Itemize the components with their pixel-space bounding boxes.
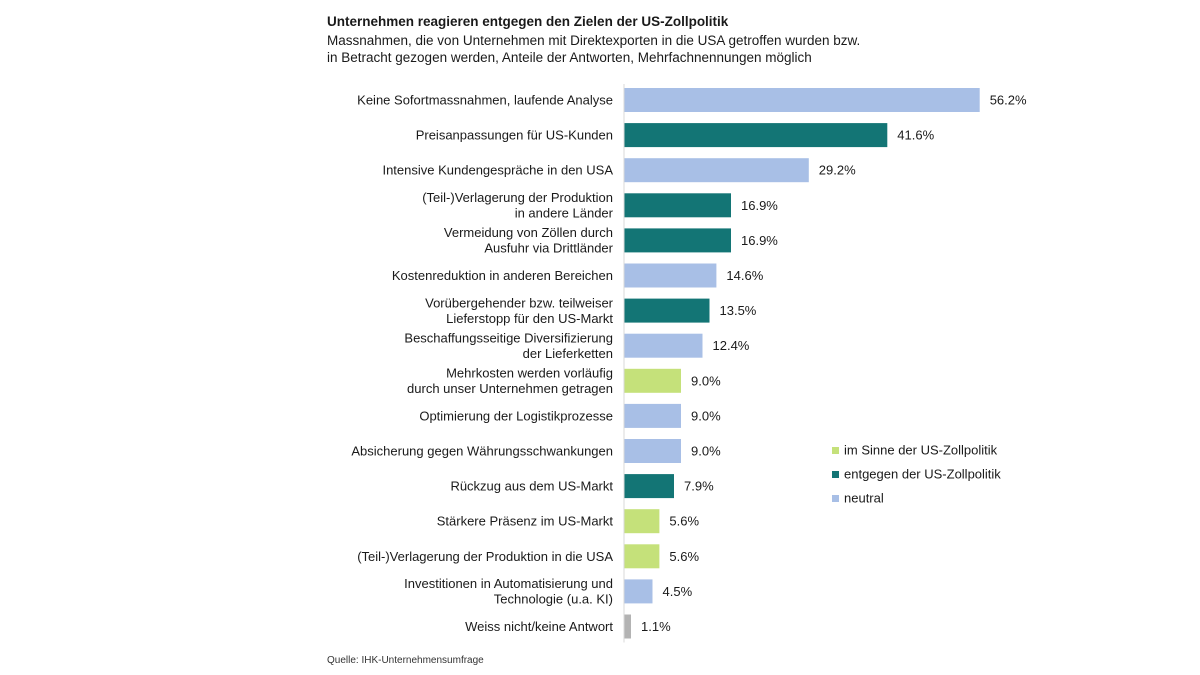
bar-value-label-7: 12.4% [713,338,750,353]
chart-subtitle-line-2: in Betracht gezogen werden, Anteile der … [327,50,812,65]
bar-value-label-8: 9.0% [691,373,721,388]
bar-4 [624,228,731,253]
bar-value-label-5: 14.6% [726,268,763,283]
legend-swatch-entgegen [832,471,839,478]
bar-14 [624,579,653,604]
bar-value-label-14: 4.5% [663,584,693,599]
category-label-2-line-0: Intensive Kundengespräche in den USA [382,163,613,178]
bar-value-label-2: 29.2% [819,163,856,178]
category-label-3-line-0: (Teil-)Verlagerung der Produktion [422,190,613,205]
bar-value-label-15: 1.1% [641,619,671,634]
bar-value-label-1: 41.6% [897,128,934,143]
bar-1 [624,123,888,148]
bar-value-label-9: 9.0% [691,408,721,423]
bar-10 [624,439,681,463]
bar-11 [624,474,674,499]
bar-value-label-6: 13.5% [720,303,757,318]
bar-0 [624,88,980,112]
bar-5 [624,263,717,288]
category-label-4-line-0: Vermeidung von Zöllen durch [444,225,613,240]
category-label-6-line-0: Vorübergehender bzw. teilweiser [425,295,614,310]
category-label-8-line-1: durch unser Unternehmen getragen [407,381,613,396]
category-label-14-line-1: Technologie (u.a. KI) [494,592,613,607]
bar-value-label-0: 56.2% [990,93,1027,108]
bar-value-label-13: 5.6% [669,549,699,564]
category-label-7-line-1: der Lieferketten [523,346,613,361]
bar-3 [624,193,731,218]
chart-subtitle-line-1: Massnahmen, die von Unternehmen mit Dire… [327,33,861,48]
bar-value-label-11: 7.9% [684,479,714,494]
category-label-8-line-0: Mehrkosten werden vorläufig [446,366,613,381]
bar-8 [624,368,681,393]
category-label-3-line-1: in andere Länder [515,206,614,221]
legend-swatch-im_sinne [832,447,839,454]
legend-label-im_sinne: im Sinne der US-Zollpolitik [844,443,998,458]
category-label-6-line-1: Lieferstopp für den US-Markt [446,311,613,326]
category-label-12-line-0: Stärkere Präsenz im US-Markt [437,514,614,529]
bar-value-label-10: 9.0% [691,444,721,459]
category-label-5-line-0: Kostenreduktion in anderen Bereichen [392,268,613,283]
chart-title: Unternehmen reagieren entgegen den Ziele… [327,14,729,29]
bar-12 [624,509,660,534]
bar-13 [624,544,660,569]
bar-15 [624,614,631,639]
bar-value-label-4: 16.9% [741,233,778,248]
bar-value-label-12: 5.6% [669,514,699,529]
category-label-7-line-0: Beschaffungsseitige Diversifizierung [404,331,613,346]
category-label-0-line-0: Keine Sofortmassnahmen, laufende Analyse [357,93,613,108]
category-label-10-line-0: Absicherung gegen Währungsschwankungen [351,444,613,459]
source-note: Quelle: IHK-Unternehmensumfrage [327,655,484,666]
legend-label-entgegen: entgegen der US-Zollpolitik [844,467,1001,482]
bar-7 [624,333,703,358]
category-label-1-line-0: Preisanpassungen für US-Kunden [416,128,613,143]
category-label-15-line-0: Weiss nicht/keine Antwort [465,619,613,634]
category-label-13-line-0: (Teil-)Verlagerung der Produktion in die… [357,549,613,564]
bar-value-label-3: 16.9% [741,198,778,213]
legend-swatch-neutral [832,495,839,502]
bar-2 [624,158,809,183]
category-label-4-line-1: Ausfuhr via Drittländer [484,241,613,256]
category-label-9-line-0: Optimierung der Logistikprozesse [419,408,613,423]
category-label-14-line-0: Investitionen in Automatisierung und [404,576,613,591]
category-label-11-line-0: Rückzug aus dem US-Markt [450,479,613,494]
bar-9 [624,403,681,428]
legend-label-neutral: neutral [844,491,884,506]
bar-6 [624,298,710,323]
